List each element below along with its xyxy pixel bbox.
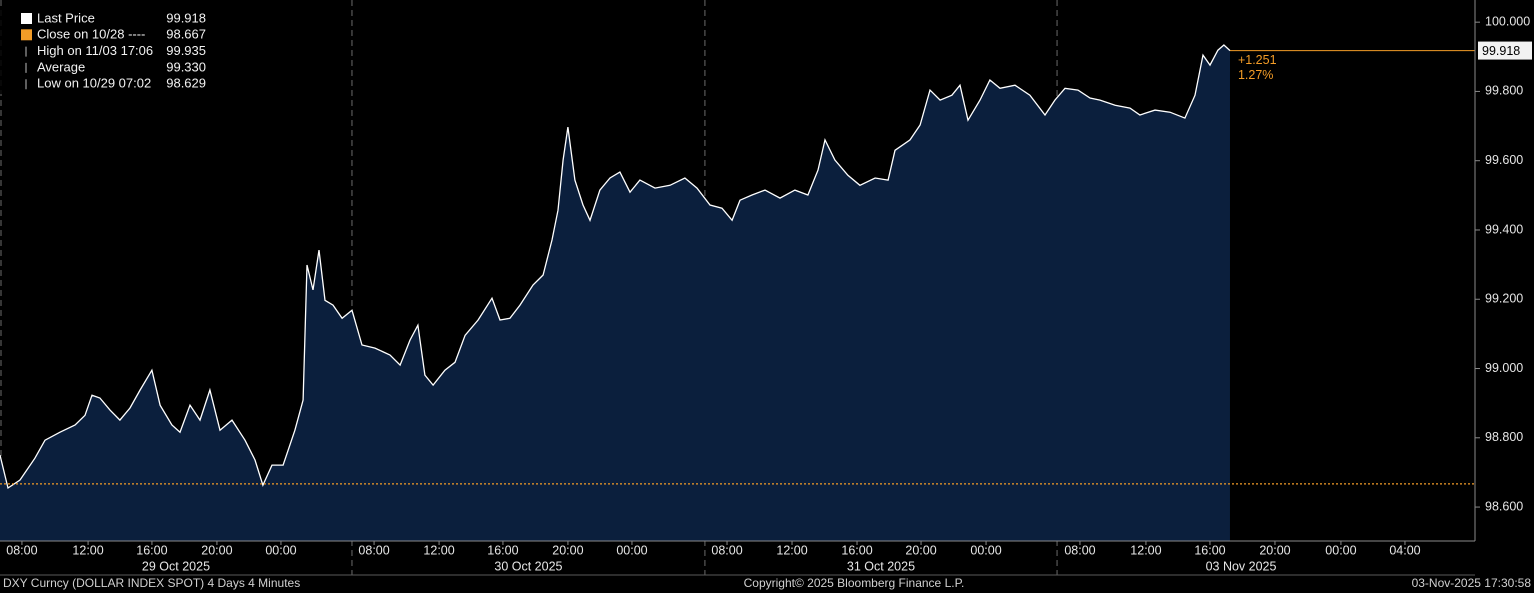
legend-swatch [21,29,32,41]
legend-label: High on 11/03 17:06 [37,43,153,58]
x-tick-label: 00:00 [1325,543,1356,557]
x-tick-label: 00:00 [265,543,296,557]
legend-label: Average [37,59,85,74]
x-tick-label: 08:00 [358,543,389,557]
x-tick-label: 12:00 [776,543,807,557]
x-tick-label: 12:00 [72,543,103,557]
y-tick-label: 100.000 [1485,14,1530,28]
x-tick-label: 08:00 [1064,543,1095,557]
y-tick-label: 99.600 [1485,153,1523,167]
x-tick-label: 20:00 [201,543,232,557]
legend-label: Last Price [37,10,95,25]
date-label: 29 Oct 2025 [142,559,210,573]
y-tick-label: 99.200 [1485,292,1523,306]
legend-value: 98.629 [166,76,206,91]
legend-value: 99.918 [166,10,206,25]
x-tick-label: 20:00 [905,543,936,557]
area [0,45,1230,541]
legend-label: Close on 10/28 ---- [37,27,145,42]
x-tick-label: 16:00 [136,543,167,557]
change-label: 1.27% [1238,68,1273,82]
x-tick-label: 08:00 [6,543,37,557]
legend-value: 99.330 [166,59,206,74]
date-label: 30 Oct 2025 [494,559,562,573]
legend-swatch [21,13,32,24]
x-tick-label: 00:00 [616,543,647,557]
date-label: 31 Oct 2025 [847,559,915,573]
footer-center: Copyright© 2025 Bloomberg Finance L.P. [744,576,965,590]
x-tick-label: 12:00 [1130,543,1161,557]
x-tick-label: 20:00 [1259,543,1290,557]
x-tick-label: 00:00 [970,543,1001,557]
legend-value: 99.935 [166,43,206,58]
legend-value: 98.667 [166,27,206,42]
x-tick-label: 12:00 [423,543,454,557]
footer-right: 03-Nov-2025 17:30:58 [1412,576,1532,590]
x-tick-label: 20:00 [552,543,583,557]
x-tick-label: 04:00 [1389,543,1420,557]
y-tick-label: 98.600 [1485,499,1523,513]
y-tick-label: 99.000 [1485,361,1523,375]
x-tick-label: 16:00 [1194,543,1225,557]
x-tick-label: 16:00 [841,543,872,557]
x-tick-label: 16:00 [487,543,518,557]
y-tick-label: 99.800 [1485,84,1523,98]
x-tick-label: 08:00 [711,543,742,557]
y-tick-label: 99.400 [1485,222,1523,236]
footer-left: DXY Curncy (DOLLAR INDEX SPOT) 4 Days 4 … [3,576,300,590]
change-label: +1.251 [1238,53,1277,67]
line [0,44,1231,490]
legend-box [0,8,215,94]
legend-label: Low on 10/29 07:02 [37,76,151,91]
date-label: 03 Nov 2025 [1206,559,1277,573]
y-tick-label: 98.800 [1485,430,1523,444]
last-value-box [1478,41,1532,60]
last-value-label: 99.918 [1482,44,1520,58]
